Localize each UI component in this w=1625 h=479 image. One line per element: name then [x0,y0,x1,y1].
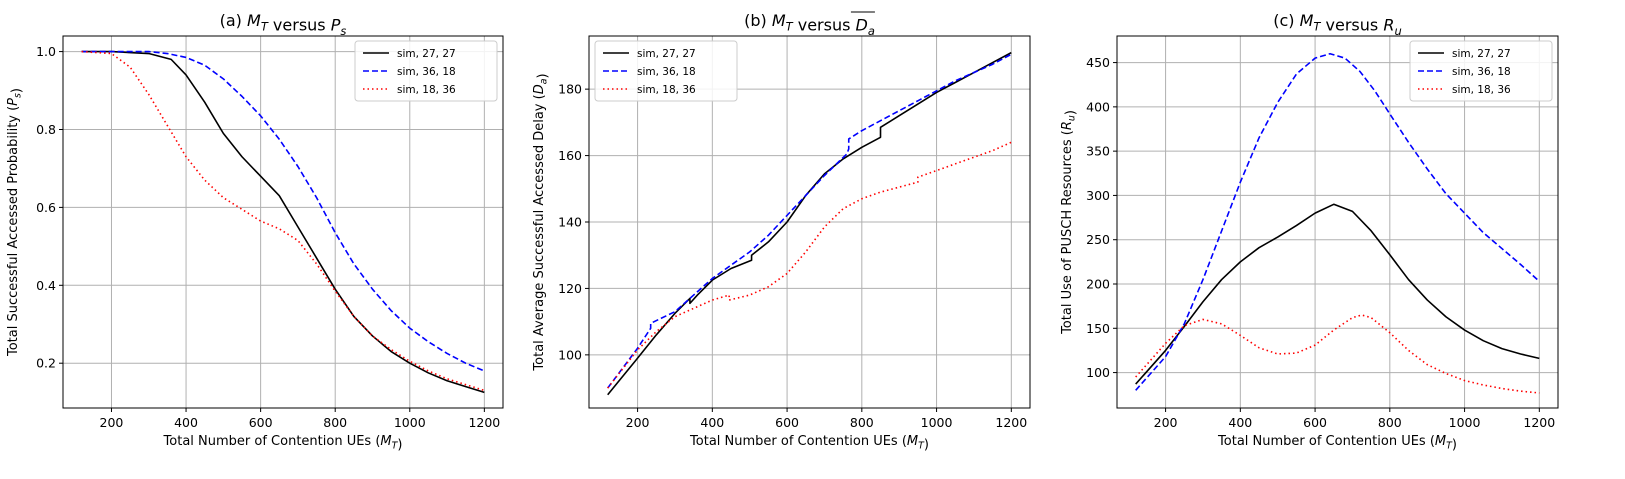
y-tick-label: 400 [1086,99,1110,114]
legend-label-2: sim, 36, 18 [1452,66,1511,78]
y-tick-label: 180 [558,82,582,97]
x-tick-label: 800 [850,415,874,430]
y-tick-label: 120 [558,281,582,296]
series-line-2 [607,53,1012,389]
y-axis-label: Total Use of PUSCH Resources (Ru) [1060,110,1079,335]
series-line-3 [81,50,485,392]
x-tick-label: 400 [174,415,198,430]
y-tick-label: 200 [1086,277,1110,292]
x-axis-label: Total Number of Contention UEs (MT) [163,434,403,453]
legend-label-3: sim, 18, 36 [397,84,456,96]
x-tick-label: 800 [1378,415,1402,430]
x-tick-label: 400 [700,415,724,430]
x-tick-label: 200 [1154,415,1178,430]
y-tick-label: 0.6 [36,200,56,215]
y-tick-label: 450 [1086,55,1110,70]
x-tick-label: 600 [249,415,273,430]
axes-frame [62,35,504,409]
series-line-1 [81,50,485,394]
x-tick-label: 200 [626,415,650,430]
y-tick-label: 0.4 [36,278,56,293]
x-tick-label: 600 [1303,415,1327,430]
legend-box [354,40,498,102]
legend: sim, 27, 27 sim, 36, 18 sim, 18, 36 [1409,40,1553,102]
legend-box [1409,40,1553,102]
x-tick-label: 1000 [1449,415,1481,430]
series-line-1 [607,51,1012,396]
y-tick-label: 0.8 [36,122,56,137]
y-tick-label: 160 [558,148,582,163]
x-tick-label: 1200 [468,415,500,430]
panel-a-ps: 200 400 600 800 1000 1200 0.2 0.4 0.6 0.8 1.0 sim, … [6,11,504,453]
legend-label-2: sim, 36, 18 [637,66,696,78]
x-tick-label: 1000 [394,415,426,430]
y-tick-label: 100 [558,347,582,362]
legend-box [594,40,738,102]
y-tick-label: 0.2 [36,356,56,371]
series-line-3 [607,141,1012,389]
panel-c-pusch: 200 400 600 800 1000 1200 100 150 200 250 300 350 40… [1060,11,1559,453]
series-line-2 [81,50,485,372]
axes-frame [588,35,1031,409]
legend-label-1: sim, 27, 27 [1452,48,1511,60]
x-axis-label: Total Number of Contention UEs (MT) [689,434,929,453]
y-tick-label: 250 [1086,232,1110,247]
y-tick-label: 140 [558,215,582,230]
legend: sim, 27, 27 sim, 36, 18 sim, 18, 36 [354,40,498,102]
legend-label-1: sim, 27, 27 [637,48,696,60]
x-tick-label: 800 [323,415,347,430]
chart-title: (c) MT versus Ru [1273,11,1402,38]
y-tick-label: 150 [1086,321,1110,336]
x-tick-label: 1200 [1523,415,1555,430]
x-axis-label: Total Number of Contention UEs (MT) [1217,434,1457,453]
y-tick-label: 1.0 [36,44,56,59]
legend-label-2: sim, 36, 18 [397,66,456,78]
chart-title: (b) MT versus Da [744,11,875,38]
x-tick-label: 400 [1228,415,1252,430]
series-line-1 [1135,203,1540,385]
y-tick-label: 350 [1086,144,1110,159]
chart-title: (a) MT versus Ps [220,11,347,38]
x-tick-label: 200 [100,415,124,430]
x-tick-label: 1000 [921,415,953,430]
legend-label-1: sim, 27, 27 [397,48,456,60]
y-axis-label: Total Average Successful Accessed Delay … [532,73,551,371]
panel-b-delay: 200 400 600 800 1000 1200 100 120 140 160 180 sim, … [532,11,1031,453]
y-tick-label: 300 [1086,188,1110,203]
y-tick-label: 100 [1086,365,1110,380]
axes-frame [1116,35,1559,409]
legend-label-3: sim, 18, 36 [637,84,696,96]
x-tick-label: 600 [775,415,799,430]
y-axis-label: Total Successful Accessed Probability (P… [6,88,25,357]
legend-label-3: sim, 18, 36 [1452,84,1511,96]
series-line-2 [1135,52,1540,391]
x-tick-label: 1200 [995,415,1027,430]
legend: sim, 27, 27 sim, 36, 18 sim, 18, 36 [594,40,738,102]
